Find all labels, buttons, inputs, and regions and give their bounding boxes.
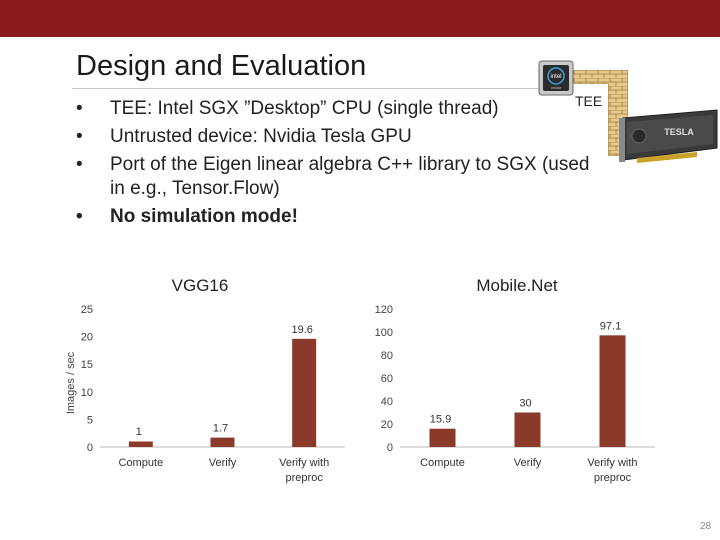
y-tick-label: 80 (381, 350, 393, 362)
page-number: 28 (700, 521, 712, 532)
chart-bar (210, 437, 235, 447)
bullet-marker: • (76, 126, 83, 147)
x-tick-label: Verify (514, 457, 542, 469)
chart-bar (429, 428, 456, 447)
x-tick-label-line: Verify (209, 457, 237, 469)
y-tick-label: 40 (381, 396, 393, 408)
charts-area: VGG16 Images / sec 0 5 10 15 20 25 1 Compute 1.7 Ve… (65, 276, 655, 484)
bullet-marker: • (76, 98, 83, 119)
y-tick-label: 15 (81, 359, 93, 371)
x-tick-label-line: Compute (119, 457, 164, 469)
bar-value-label: 15.9 (430, 414, 451, 426)
intel-chip-icon: intel Inside (538, 60, 574, 96)
bullet-item: • No simulation mode! (70, 205, 590, 229)
bullet-text: No simulation mode! (110, 206, 298, 227)
slide-title: Design and Evaluation (76, 50, 367, 82)
y-tick-label: 100 (375, 327, 393, 339)
bullet-item: • TEE: Intel SGX ”Desktop” CPU (single th… (70, 97, 590, 121)
tee-wall-icon (556, 70, 628, 156)
bullet-text: TEE: Intel SGX ”Desktop” CPU (single thr… (110, 98, 499, 119)
y-tick-label: 25 (81, 304, 93, 316)
bullet-marker: • (76, 154, 83, 175)
chart-bar (128, 441, 153, 447)
bullet-text: Untrusted device: Nvidia Tesla GPU (110, 126, 412, 147)
x-tick-label-line: Verify (514, 457, 542, 469)
chart-bar (514, 412, 541, 447)
bullet-list: • TEE: Intel SGX ”Desktop” CPU (single th… (70, 97, 590, 233)
y-tick-label: 0 (387, 442, 393, 454)
x-tick-label-line: Verify with (587, 457, 637, 469)
x-tick-label: Verify (209, 457, 237, 469)
bar-value-label: 1 (136, 426, 142, 438)
x-tick-label-line: Verify with (279, 457, 329, 469)
bar-value-label: 97.1 (600, 320, 621, 332)
bar-value-label: 30 (519, 398, 531, 410)
y-tick-label: 10 (81, 387, 93, 399)
y-tick-label: 0 (87, 442, 93, 454)
bullet-item: • Untrusted device: Nvidia Tesla GPU (70, 125, 590, 149)
x-tick-label: Verify with preproc (279, 457, 329, 484)
x-tick-label-line: preproc (594, 472, 632, 484)
y-tick-label: 60 (381, 373, 393, 385)
y-tick-label: 20 (381, 419, 393, 431)
y-tick-label: 20 (81, 332, 93, 344)
chart-bar (292, 338, 317, 447)
gpu-text: TESLA (664, 127, 694, 137)
bullet-text: Port of the Eigen linear algebra C++ lib… (110, 154, 590, 199)
bullet-item: • Port of the Eigen linear algebra C++ li… (70, 153, 590, 201)
chip-sub-text: Inside (551, 85, 562, 90)
tee-label: TEE (575, 93, 603, 109)
x-tick-label: Compute (420, 457, 465, 469)
x-tick-label: Compute (119, 457, 164, 469)
x-tick-label: Verify with preproc (587, 457, 637, 484)
y-tick-label: 120 (375, 304, 393, 316)
x-tick-label-line: preproc (286, 472, 324, 484)
bar-value-label: 1.7 (213, 423, 228, 435)
chart-title: Mobile.Net (476, 276, 558, 295)
title-divider (72, 88, 610, 89)
bullet-marker: • (76, 206, 83, 227)
x-tick-label-line: Compute (420, 457, 465, 469)
header-bar (0, 0, 720, 37)
chart-bar (599, 335, 626, 447)
y-axis-label: Images / sec (65, 351, 77, 414)
chip-brand-text: intel (550, 74, 561, 80)
y-tick-label: 5 (87, 414, 93, 426)
bar-value-label: 19.6 (291, 324, 312, 336)
gpu-card-icon: TESLA (619, 109, 718, 163)
chart-title: VGG16 (172, 276, 229, 295)
